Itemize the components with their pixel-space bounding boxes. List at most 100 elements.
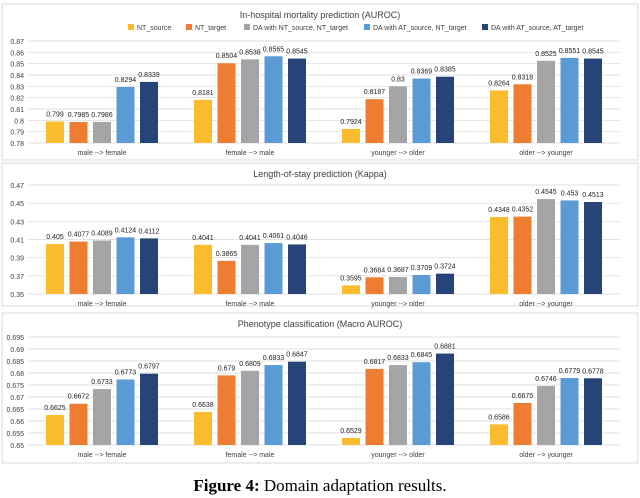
y-tick-label: 0.82: [10, 96, 24, 103]
data-label: 0.6779: [559, 368, 581, 375]
x-tick-label: female --> male: [226, 301, 275, 308]
data-label: 0.4112: [139, 228, 160, 235]
chart-title: In-hospital mortality prediction (AUROC): [240, 10, 401, 20]
y-tick-label: 0.66: [10, 419, 24, 426]
data-label: 0.6675: [512, 393, 534, 400]
data-label: 0.8385: [434, 67, 456, 74]
x-tick-label: older --> younger: [519, 150, 573, 157]
bar: [490, 424, 508, 445]
bar: [217, 260, 236, 294]
bar: [241, 59, 259, 143]
y-tick-label: 0.665: [6, 407, 24, 414]
bar: [264, 365, 283, 445]
bar: [365, 368, 384, 445]
bar: [46, 244, 64, 294]
bar: [288, 361, 306, 445]
data-label: 0.8318: [512, 74, 534, 81]
data-label: 0.4348: [488, 207, 510, 214]
legend-label: NT_source: [137, 25, 171, 32]
x-tick-label: younger --> older: [371, 150, 425, 157]
data-label: 0.3595: [340, 275, 362, 282]
x-tick-label: older --> younger: [519, 301, 573, 308]
legend-label: DA with AT_source, NT_target: [373, 25, 467, 32]
y-tick-label: 0.45: [10, 201, 24, 208]
data-label: 0.6881: [434, 344, 456, 351]
bar: [69, 241, 88, 294]
legend-label: NT_target: [195, 25, 226, 32]
bar: [584, 58, 602, 143]
legend-swatch: [186, 24, 192, 30]
bar: [93, 121, 111, 143]
y-tick-label: 0.69: [10, 347, 24, 354]
y-tick-label: 0.67: [10, 395, 24, 402]
bar: [560, 57, 579, 143]
data-label: 0.6672: [68, 394, 90, 401]
legend-label: DA with NT_source, NT_target: [253, 25, 348, 32]
data-label: 0.4513: [582, 192, 604, 199]
y-tick-label: 0.47: [10, 183, 24, 190]
data-label: 0.8339: [138, 72, 160, 79]
bar: [288, 58, 306, 143]
data-label: 0.6778: [582, 368, 604, 375]
bar: [584, 378, 602, 445]
bar: [264, 56, 283, 143]
y-tick-label: 0.675: [6, 383, 24, 390]
data-label: 0.8504: [216, 53, 238, 60]
y-tick-label: 0.87: [10, 39, 24, 46]
data-label: 0.3709: [411, 265, 433, 272]
legend-swatch: [244, 24, 250, 30]
x-tick-label: female --> male: [226, 452, 275, 459]
data-label: 0.3865: [216, 251, 238, 258]
y-tick-label: 0.655: [6, 431, 24, 438]
data-label: 0.4124: [115, 227, 137, 234]
bar: [412, 275, 431, 294]
bar: [537, 199, 555, 294]
data-label: 0.8187: [364, 89, 386, 96]
y-tick-label: 0.86: [10, 50, 24, 57]
data-label: 0.4041: [192, 235, 214, 242]
x-tick-label: male --> female: [78, 301, 127, 308]
legend-swatch: [364, 24, 370, 30]
bar: [513, 403, 532, 445]
data-label: 0.8545: [582, 49, 604, 56]
data-label: 0.4061: [263, 233, 285, 240]
caption-label: Figure 4:: [193, 476, 260, 495]
data-label: 0.8264: [488, 80, 510, 87]
data-label: 0.6797: [138, 364, 160, 371]
y-tick-label: 0.43: [10, 219, 24, 226]
x-tick-label: male --> female: [78, 150, 127, 157]
bar: [217, 63, 236, 143]
bar: [194, 99, 212, 143]
legend-swatch: [128, 24, 134, 30]
data-label: 0.3687: [387, 267, 409, 274]
y-tick-label: 0.68: [10, 371, 24, 378]
y-tick-label: 0.83: [10, 84, 24, 91]
data-label: 0.3724: [434, 264, 456, 271]
bar: [389, 86, 407, 143]
y-tick-label: 0.35: [10, 292, 24, 299]
data-label: 0.6529: [340, 428, 362, 435]
data-label: 0.7924: [340, 119, 362, 126]
data-label: 0.6746: [535, 376, 557, 383]
x-tick-label: female --> male: [226, 150, 275, 157]
legend-label: DA with AT_source, AT_target: [491, 25, 583, 32]
data-label: 0.799: [46, 111, 64, 118]
data-label: 0.7985: [68, 112, 90, 119]
data-label: 0.6625: [44, 405, 66, 412]
y-tick-label: 0.78: [10, 141, 24, 148]
bar: [46, 415, 64, 445]
bar: [560, 200, 579, 294]
data-label: 0.8551: [559, 48, 581, 55]
x-tick-label: younger --> older: [371, 301, 425, 308]
bar: [93, 389, 111, 445]
x-tick-label: younger --> older: [371, 452, 425, 459]
data-label: 0.6638: [192, 402, 214, 409]
bar: [93, 240, 111, 294]
bar: [365, 99, 384, 143]
data-label: 0.6586: [488, 414, 510, 421]
bar: [342, 128, 360, 143]
bar: [537, 385, 555, 445]
data-label: 0.4077: [68, 232, 90, 239]
y-tick-label: 0.84: [10, 73, 24, 80]
